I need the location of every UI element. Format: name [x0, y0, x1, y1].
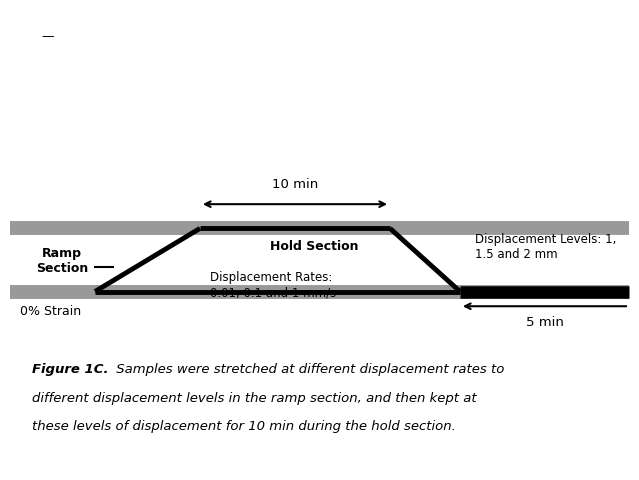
Text: Figure 1C.: Figure 1C. — [32, 362, 109, 375]
Text: Hold Section: Hold Section — [270, 240, 358, 252]
Text: Samples were stretched at different displacement rates to: Samples were stretched at different disp… — [112, 362, 504, 375]
Text: —: — — [42, 30, 54, 43]
Text: these levels of displacement for 10 min during the hold section.: these levels of displacement for 10 min … — [32, 420, 456, 432]
Text: 10 min: 10 min — [272, 178, 318, 191]
Text: Displacement Levels: 1,
1.5 and 2 mm: Displacement Levels: 1, 1.5 and 2 mm — [475, 233, 617, 261]
Text: 0% Strain: 0% Strain — [20, 304, 81, 317]
Text: Ramp
Section: Ramp Section — [36, 246, 88, 275]
Text: 5 min: 5 min — [526, 315, 564, 328]
Text: different displacement levels in the ramp section, and then kept at: different displacement levels in the ram… — [32, 391, 477, 404]
Text: Displacement Rates:
0.01, 0.1 and 1 mm/s: Displacement Rates: 0.01, 0.1 and 1 mm/s — [210, 271, 336, 299]
